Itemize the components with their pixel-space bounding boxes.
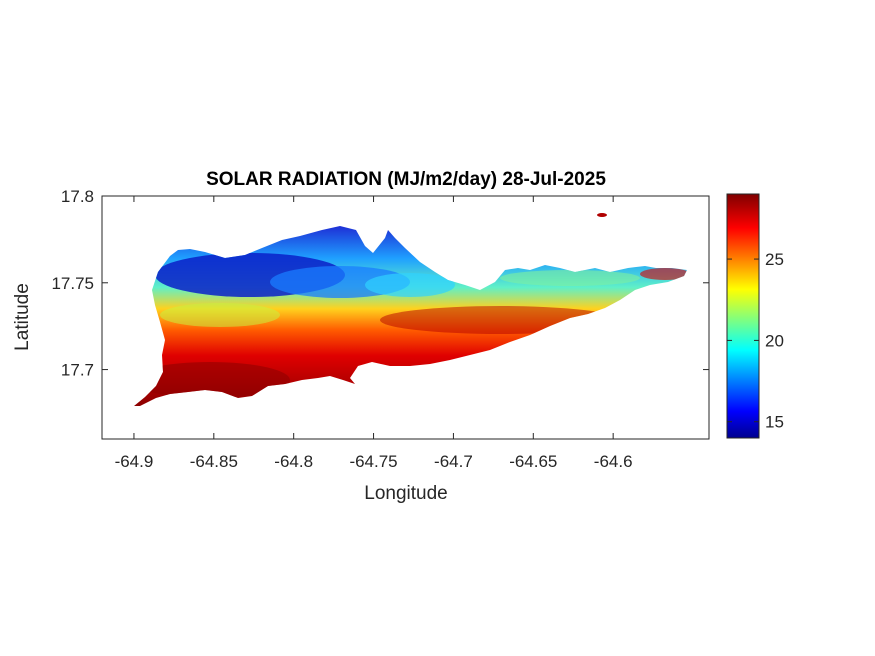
y-tick-label: 17.8 <box>61 187 94 206</box>
colorbar-tick-label: 25 <box>765 250 784 269</box>
y-axis-label: Latitude <box>12 283 33 351</box>
x-tick-label: -64.65 <box>509 452 557 471</box>
islet <box>597 213 607 217</box>
x-tick-label: -64.75 <box>349 452 397 471</box>
y-tick-label: 17.7 <box>61 361 94 380</box>
x-tick-label: -64.8 <box>274 452 313 471</box>
colorbar-tick-label: 15 <box>765 413 784 432</box>
map-axes: -64.9 -64.85 -64.8 -64.75 -64.7 -64.65 -64.6 1… <box>51 187 710 471</box>
x-tick-label: -64.85 <box>190 452 238 471</box>
west-interior-zone <box>160 303 280 327</box>
colorbar-tick-label: 20 <box>765 331 784 350</box>
mid-radiation-zone <box>365 273 455 297</box>
northeast-coast-zone <box>500 270 640 286</box>
colorbar-gradient <box>726 193 760 439</box>
y-tick-label: 17.75 <box>51 274 94 293</box>
island-region <box>134 213 687 406</box>
x-tick-label: -64.6 <box>594 452 633 471</box>
x-tick-label: -64.7 <box>434 452 473 471</box>
east-end-zone <box>640 268 687 280</box>
map-title: SOLAR RADIATION (MJ/m2/day) 28-Jul-2025 <box>206 169 606 190</box>
colorbar: 15 20 25 <box>726 193 784 439</box>
y-axis: 17.7 17.75 17.8 <box>51 187 709 380</box>
x-axis: -64.9 -64.85 -64.8 -64.75 -64.7 -64.65 -64.6 <box>115 196 633 471</box>
south-coast-zone <box>134 362 290 398</box>
x-tick-label: -64.9 <box>115 452 154 471</box>
x-axis-label: Longitude <box>364 483 447 504</box>
colorbar-ticks: 15 20 25 <box>727 250 784 432</box>
